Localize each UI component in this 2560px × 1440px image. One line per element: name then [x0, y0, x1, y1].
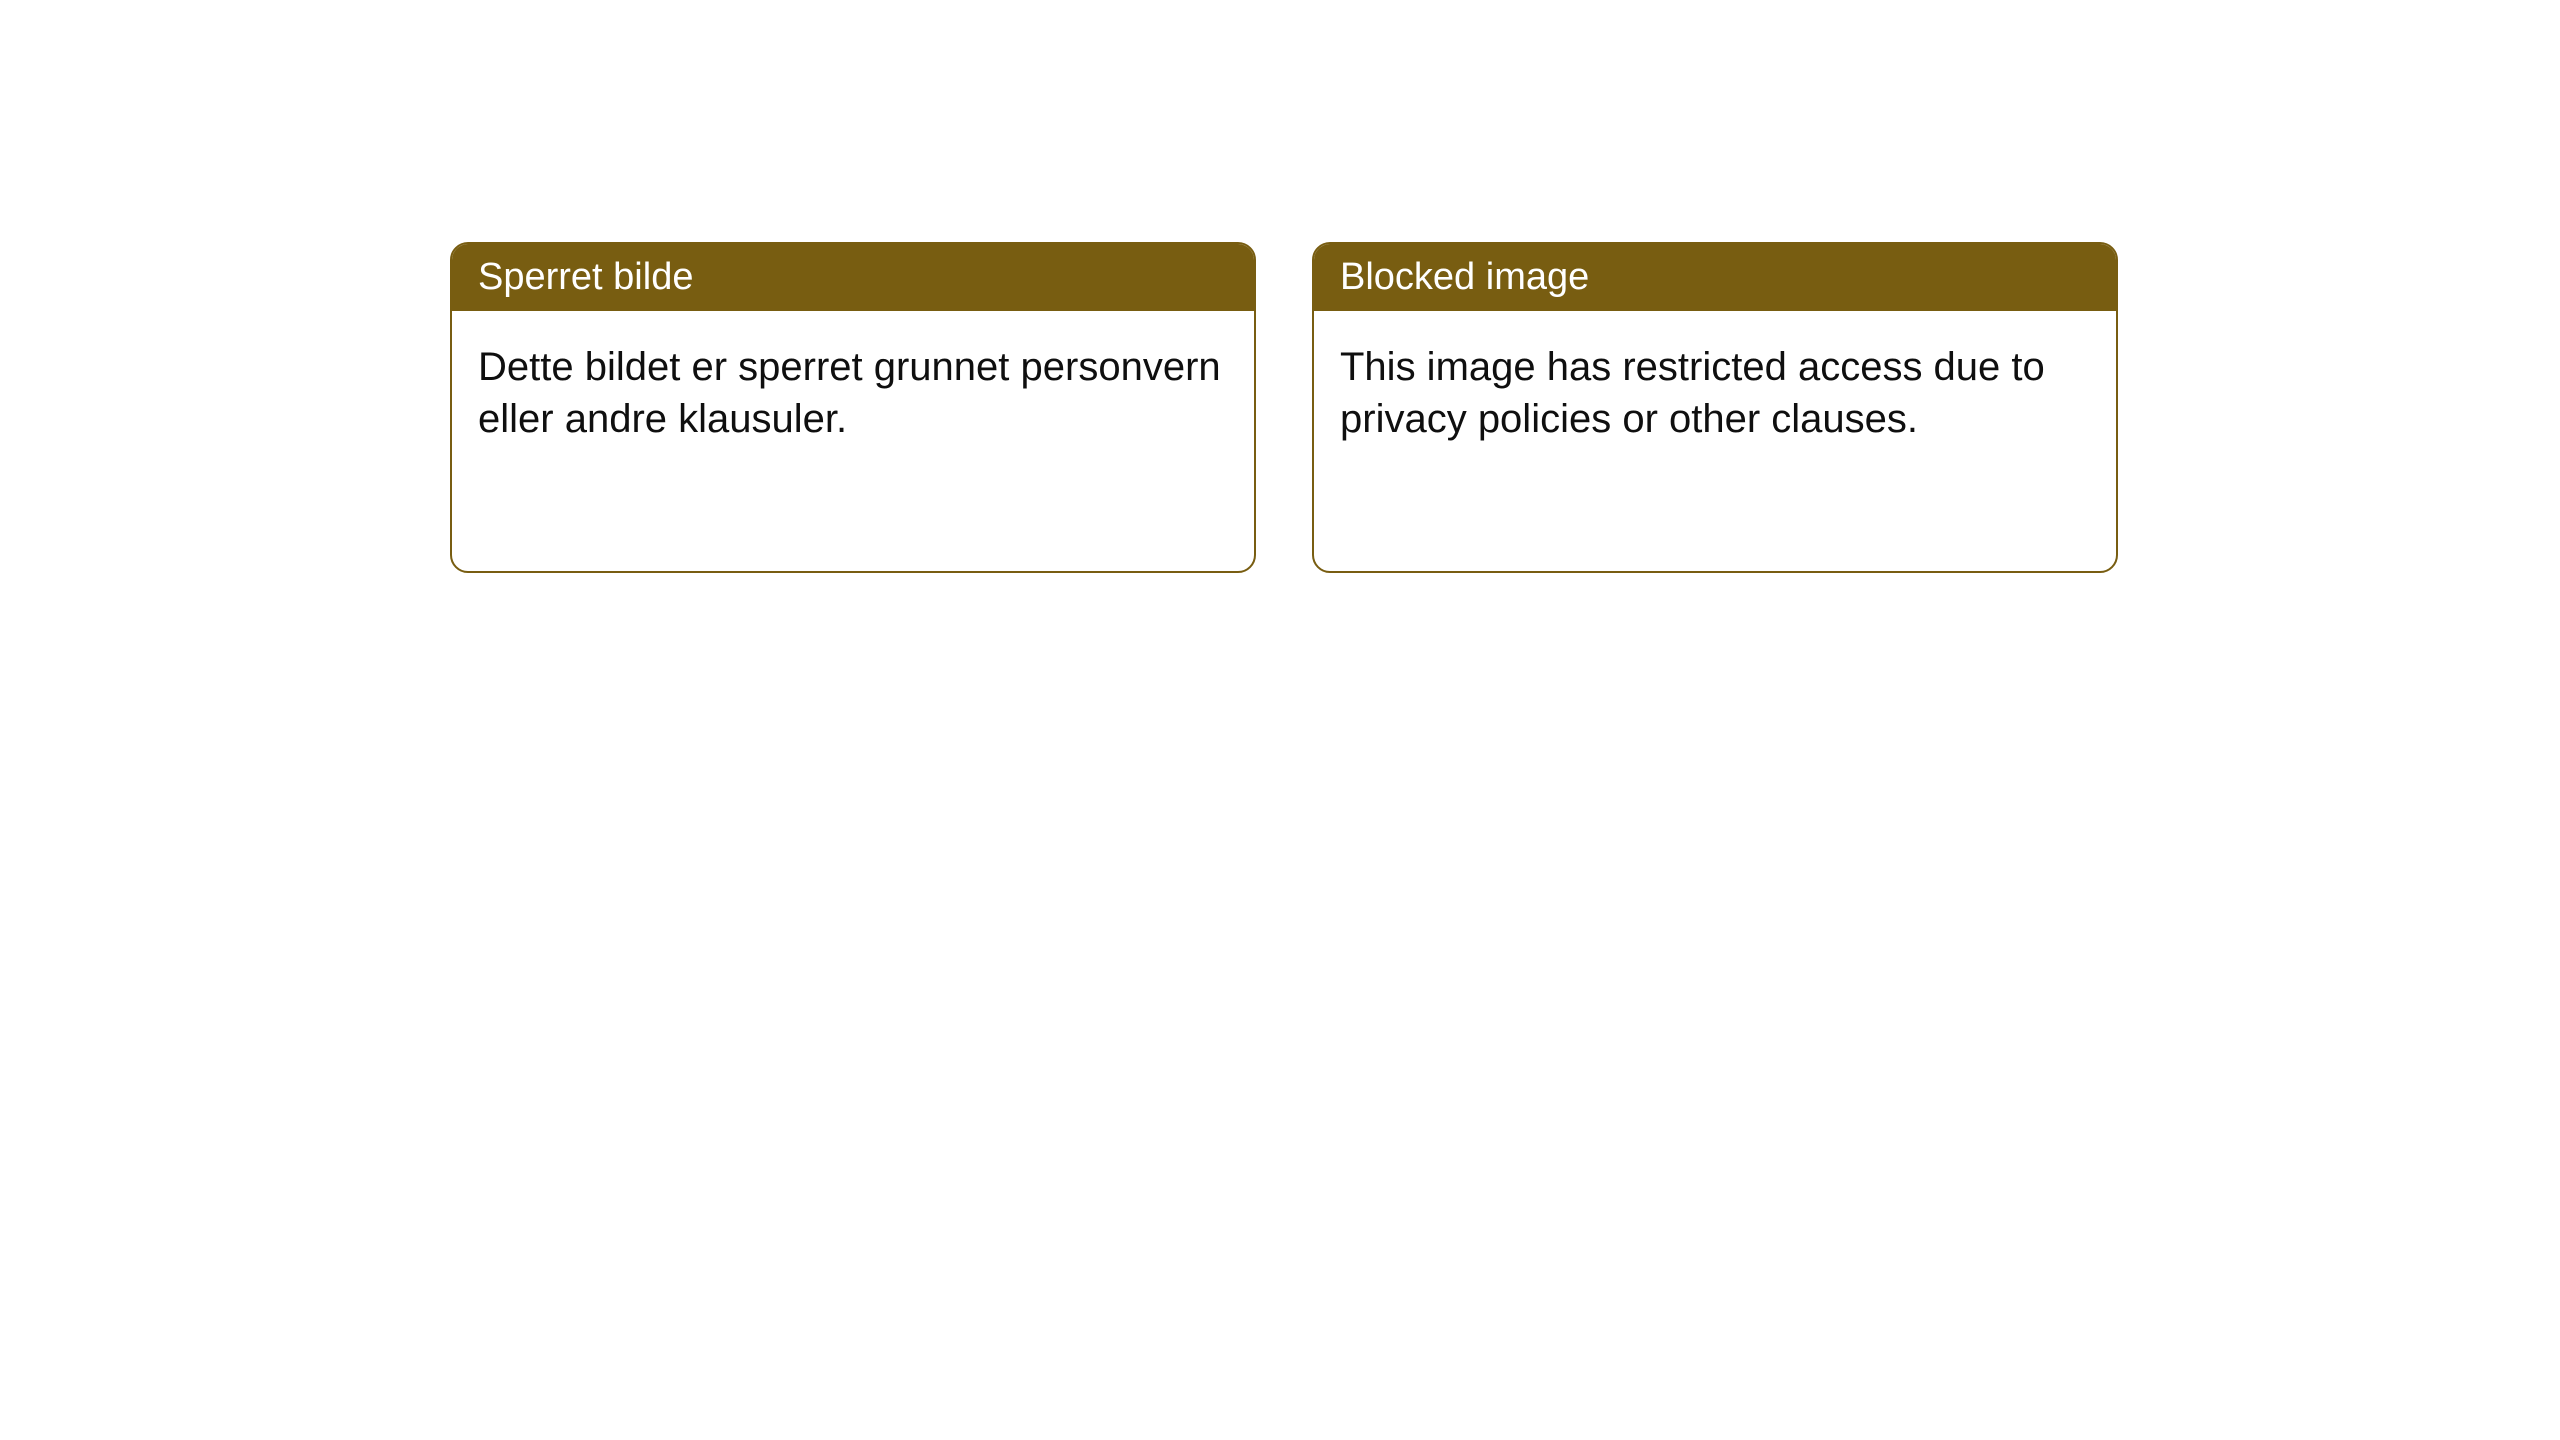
- notice-container: Sperret bilde Dette bildet er sperret gr…: [450, 242, 2118, 573]
- notice-message: This image has restricted access due to …: [1340, 345, 2045, 441]
- notice-message: Dette bildet er sperret grunnet personve…: [478, 345, 1221, 441]
- notice-title: Sperret bilde: [478, 256, 693, 298]
- notice-card-norwegian: Sperret bilde Dette bildet er sperret gr…: [450, 242, 1256, 573]
- notice-header: Blocked image: [1314, 244, 2116, 311]
- notice-body: Dette bildet er sperret grunnet personve…: [452, 311, 1254, 571]
- notice-card-english: Blocked image This image has restricted …: [1312, 242, 2118, 573]
- notice-body: This image has restricted access due to …: [1314, 311, 2116, 571]
- notice-title: Blocked image: [1340, 256, 1589, 298]
- notice-header: Sperret bilde: [452, 244, 1254, 311]
